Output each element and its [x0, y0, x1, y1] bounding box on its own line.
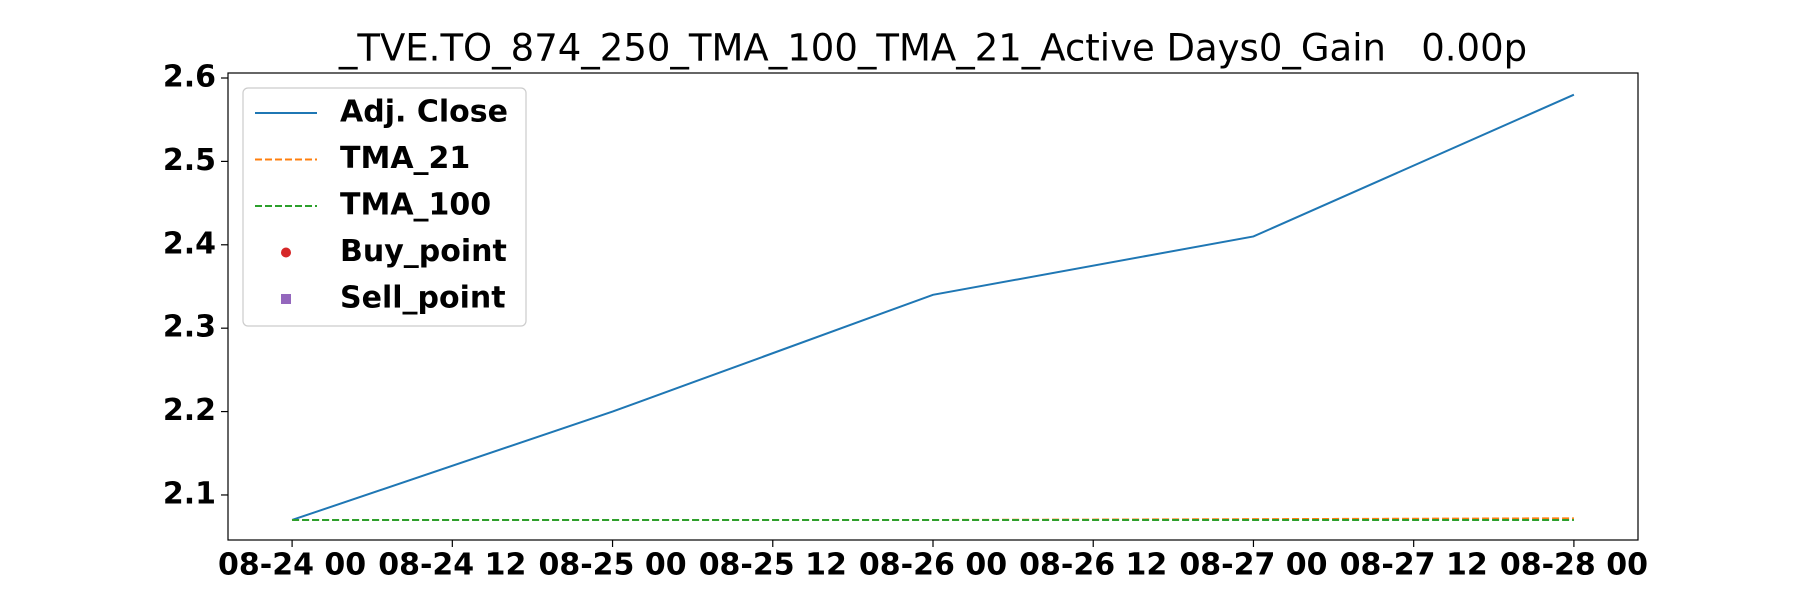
legend-label: TMA_100 [340, 188, 491, 223]
x-tick-label: 08-27 12 [1340, 548, 1488, 583]
legend-label: TMA_21 [340, 141, 470, 176]
legend-label: Adj. Close [340, 95, 508, 130]
legend-label: Sell_point [340, 281, 506, 316]
x-tick-label: 08-26 12 [1019, 548, 1167, 583]
series-line [291, 93, 1575, 521]
y-tick-label: 2.2 [163, 393, 216, 428]
chart-title: _TVE.TO_874_250_TMA_100_TMA_21_Active Da… [338, 27, 1527, 70]
x-tick-label: 08-25 00 [538, 548, 686, 583]
legend-marker [281, 247, 291, 258]
x-tick-label: 08-28 00 [1500, 548, 1648, 583]
legend-label: Buy_point [340, 234, 507, 269]
y-tick-label: 2.4 [163, 226, 216, 261]
x-tick-label: 08-24 12 [378, 548, 526, 583]
x-tick-label: 08-25 12 [699, 548, 847, 583]
x-tick-label: 08-24 00 [218, 548, 366, 583]
y-tick-label: 2.6 [163, 60, 216, 95]
legend-marker [281, 294, 291, 304]
x-tick-label: 08-26 00 [859, 548, 1007, 583]
legend-box [242, 87, 527, 327]
x-tick-label: 08-27 00 [1179, 548, 1327, 583]
y-tick-label: 2.5 [163, 143, 216, 178]
y-tick-label: 2.3 [163, 310, 216, 345]
y-tick-label: 2.1 [163, 476, 216, 511]
